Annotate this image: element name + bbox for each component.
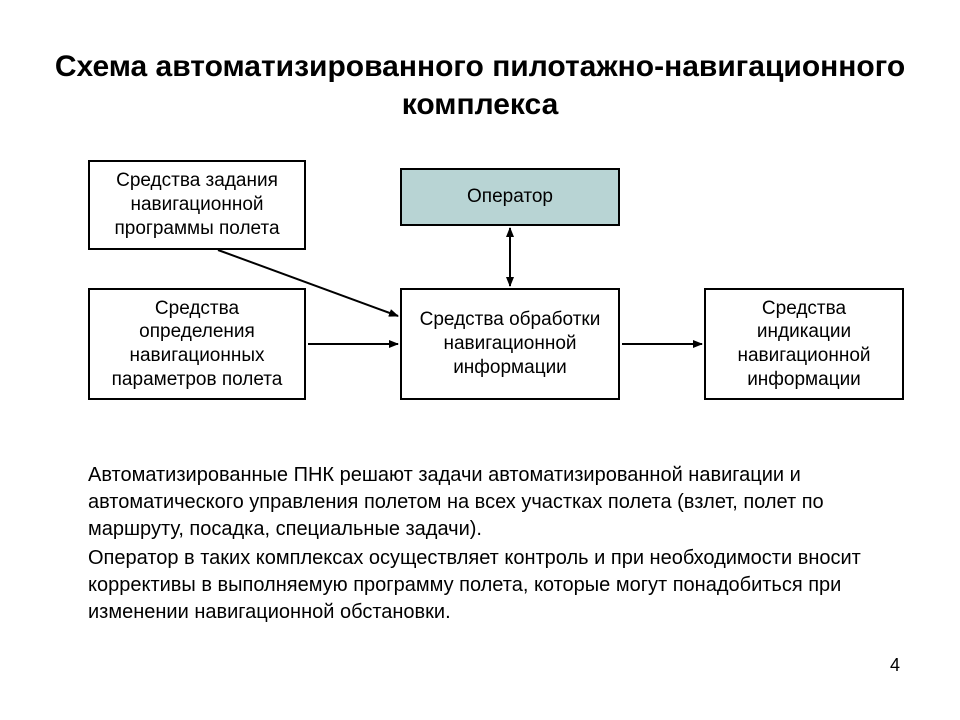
node-params: Средства определения навигационных парам… (88, 288, 306, 400)
node-processing-label: Средства обработки навигационной информа… (410, 308, 610, 379)
node-indication: Средства индикации навигационной информа… (704, 288, 904, 400)
node-processing: Средства обработки навигационной информа… (400, 288, 620, 400)
node-program: Средства задания навигационной программы… (88, 160, 306, 250)
caption-p1: Автоматизированные ПНК решают задачи авт… (88, 462, 888, 543)
node-indication-label: Средства индикации навигационной информа… (714, 297, 894, 392)
node-program-label: Средства задания навигационной программы… (98, 169, 296, 240)
caption-p2: Оператор в таких комплексах осуществляет… (88, 545, 888, 626)
page-title: Схема автоматизированного пилотажно-нави… (0, 48, 960, 123)
node-params-label: Средства определения навигационных парам… (98, 297, 296, 392)
page-number: 4 (890, 655, 900, 676)
node-operator: Оператор (400, 168, 620, 226)
node-operator-label: Оператор (467, 185, 553, 209)
caption: Автоматизированные ПНК решают задачи авт… (88, 462, 888, 626)
